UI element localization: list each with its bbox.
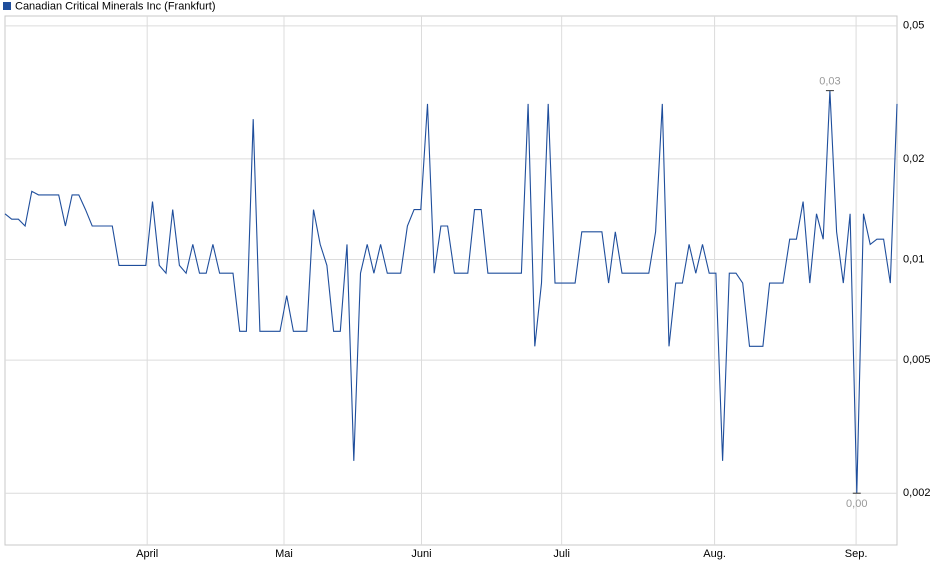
x-tick-label: Aug. <box>703 548 726 560</box>
x-tick-label: Juni <box>411 548 431 560</box>
x-tick-label: April <box>136 548 158 560</box>
y-tick-label: 0,002 <box>903 487 931 499</box>
legend-label: Canadian Critical Minerals Inc (Frankfur… <box>15 0 216 12</box>
min-label: 0,00 <box>846 498 867 510</box>
legend-swatch <box>3 2 11 10</box>
y-tick-label: 0,005 <box>903 354 931 366</box>
max-label: 0,03 <box>819 76 840 88</box>
y-tick-label: 0,02 <box>903 153 924 165</box>
x-tick-label: Sep. <box>845 548 868 560</box>
price-line <box>4 90 898 494</box>
x-tick-label: Juli <box>553 548 570 560</box>
y-tick-label: 0,01 <box>903 253 924 265</box>
y-tick-label: 0,05 <box>903 20 924 32</box>
plot-frame <box>4 15 898 546</box>
x-tick-label: Mai <box>275 548 293 560</box>
